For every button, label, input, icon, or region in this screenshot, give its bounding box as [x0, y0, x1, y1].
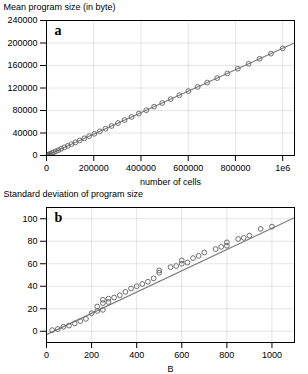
svg-text:800: 800 — [219, 350, 234, 360]
svg-text:40: 40 — [27, 281, 37, 291]
svg-text:b: b — [55, 210, 63, 225]
svg-text:160000: 160000 — [7, 60, 37, 70]
svg-text:600000: 600000 — [173, 163, 203, 173]
svg-text:60: 60 — [27, 259, 37, 269]
svg-text:1e6: 1e6 — [275, 163, 290, 173]
svg-text:number of cells: number of cells — [140, 177, 202, 187]
svg-text:Mean program size (in byte): Mean program size (in byte) — [4, 2, 116, 12]
svg-text:40000: 40000 — [12, 128, 37, 138]
svg-text:0: 0 — [32, 150, 37, 160]
svg-text:0: 0 — [32, 326, 37, 336]
svg-text:600: 600 — [174, 350, 189, 360]
svg-text:a: a — [55, 23, 62, 38]
svg-text:20: 20 — [27, 304, 37, 314]
svg-text:0: 0 — [44, 350, 49, 360]
svg-text:400000: 400000 — [126, 163, 156, 173]
svg-text:0: 0 — [44, 163, 49, 173]
svg-text:200: 200 — [84, 350, 99, 360]
svg-text:400: 400 — [129, 350, 144, 360]
svg-text:B: B — [167, 364, 173, 374]
svg-text:Standard deviation of program: Standard deviation of program size — [4, 189, 144, 199]
svg-text:80: 80 — [27, 236, 37, 246]
svg-text:240000: 240000 — [7, 15, 37, 25]
svg-text:200000: 200000 — [79, 163, 109, 173]
svg-text:800000: 800000 — [220, 163, 250, 173]
svg-text:100: 100 — [22, 214, 37, 224]
svg-text:80000: 80000 — [12, 105, 37, 115]
svg-text:200000: 200000 — [7, 38, 37, 48]
svg-text:120000: 120000 — [7, 83, 37, 93]
svg-text:1000: 1000 — [262, 350, 282, 360]
